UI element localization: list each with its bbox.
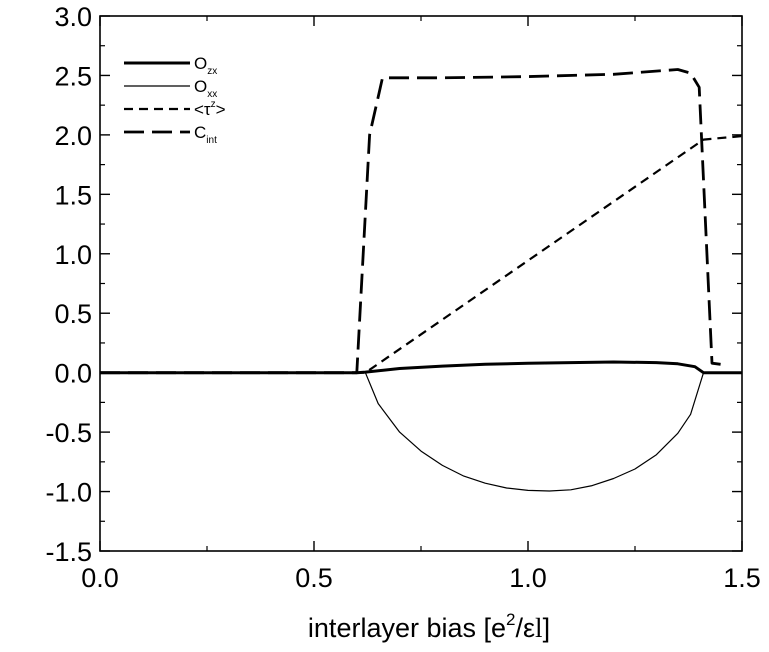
- legend-sub: zx: [207, 66, 217, 77]
- y-tick-label: 0.0: [54, 359, 92, 389]
- series-line-2: [100, 135, 743, 374]
- legend-sub: int: [206, 135, 217, 146]
- x-tick-label: 1.0: [509, 563, 547, 593]
- legend-main: O: [194, 77, 207, 96]
- y-tick-label: 2.5: [54, 61, 92, 91]
- x-tick-label: 1.5: [723, 563, 761, 593]
- legend-label-1: Oxx: [194, 77, 217, 100]
- legend-main: C: [194, 123, 206, 142]
- legend-sub: xx: [207, 89, 217, 100]
- series-lines: [100, 68, 743, 492]
- y-tick-label: 1.5: [54, 180, 92, 210]
- legend-tail: >: [216, 100, 226, 119]
- axis-ticks: [99, 15, 743, 552]
- tick-labels: 0.0 0.5 1.0 1.5 3.0 2.5 2.0 1.5 1.0 0.5 0.0 -0.5 -1.…: [45, 2, 760, 593]
- y-tick-label: -0.5: [45, 418, 92, 448]
- y-tick-label: -1.0: [45, 478, 92, 508]
- legend-label-2: <τz>: [194, 99, 226, 119]
- legend-main: O: [194, 54, 207, 73]
- y-tick-label: 0.5: [54, 299, 92, 329]
- legend-main: <τ: [194, 100, 211, 119]
- legend-sub: z: [211, 99, 216, 110]
- series-line-1: [100, 372, 742, 492]
- x-axis-title: interlayer bias [e2/εl]: [308, 610, 550, 643]
- plot-frame: [99, 15, 743, 552]
- series-line-3: [100, 68, 721, 375]
- y-tick-label: 3.0: [54, 2, 92, 32]
- x-axis-title-l: l: [535, 613, 543, 643]
- x-axis-title-suffix: ]: [543, 613, 551, 643]
- legend-label-3: Cint: [194, 123, 217, 146]
- x-tick-label: 0.5: [295, 563, 333, 593]
- series-line-0: [100, 360, 742, 375]
- y-tick-label: 2.0: [54, 121, 92, 151]
- y-tick-label: -1.5: [45, 537, 92, 567]
- x-axis-title-prefix: interlayer bias [e: [308, 613, 506, 643]
- y-tick-label: 1.0: [54, 240, 92, 270]
- x-tick-label: 0.0: [81, 563, 119, 593]
- x-axis-title-superscript: 2: [506, 610, 515, 629]
- x-axis-title-middle: /ε: [516, 613, 536, 643]
- legend-label-0: Ozx: [194, 54, 217, 77]
